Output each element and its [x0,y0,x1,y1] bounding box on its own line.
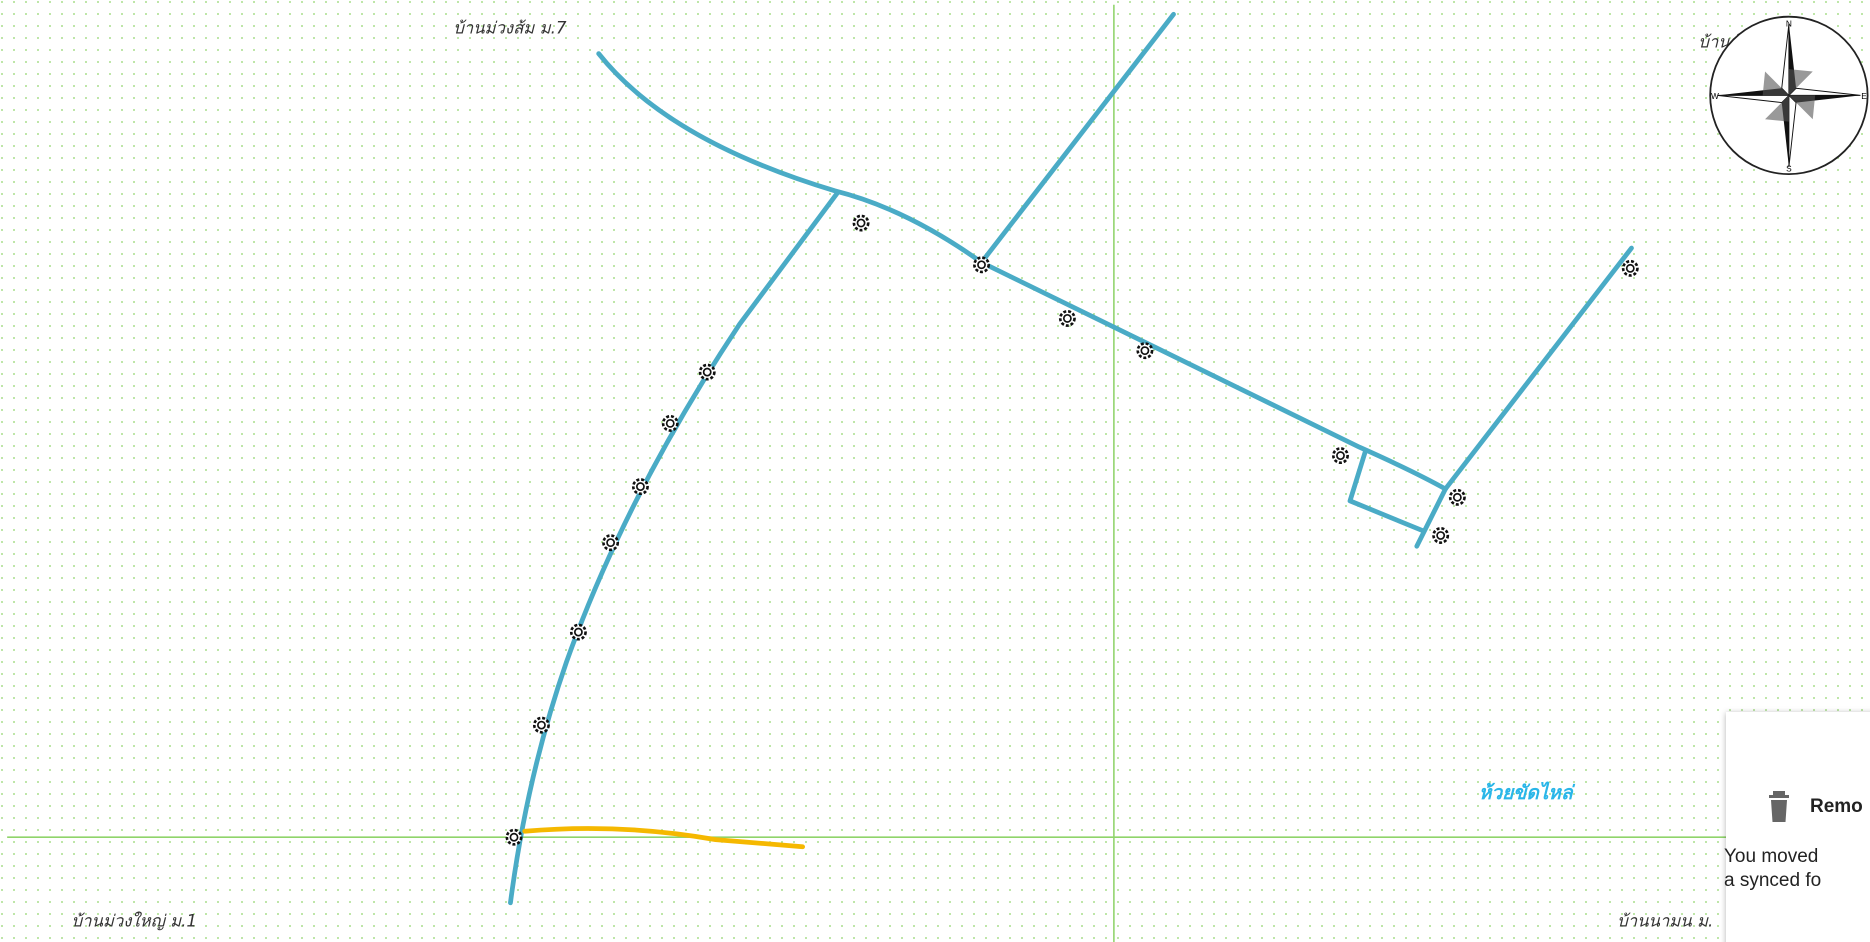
village-label: บ้านนามน ม. [1617,912,1713,931]
road [1347,448,1448,549]
trash-icon [1769,791,1789,822]
popup-text: You moved [1724,846,1818,867]
village-label: บ้านม่วงใหญ่ ม.1 [72,912,197,931]
compass-label: S [1786,164,1792,174]
village-label: บ้านม่วงส้ม ม.7 [453,18,567,37]
road [596,51,1448,492]
road [1443,245,1634,492]
compass-label: W [1711,91,1719,101]
compass-label: E [1861,91,1867,101]
popup-title: Remo [1810,796,1863,817]
popup-text: a synced fo [1724,870,1821,891]
compass: N E S W [1709,15,1869,176]
popup-card [1726,712,1870,942]
stream-label: ห้วยขัดไหล่ [1479,781,1576,804]
map-layer: บ้านม่วงส้ม ม.7 บ้านห้วยสุ ม.11 บ้านม่วง… [7,4,1870,942]
stream-line [522,826,806,850]
popup: Remo You moved a synced fo [1724,712,1870,942]
compass-label: N [1786,18,1792,28]
road [979,11,1176,265]
